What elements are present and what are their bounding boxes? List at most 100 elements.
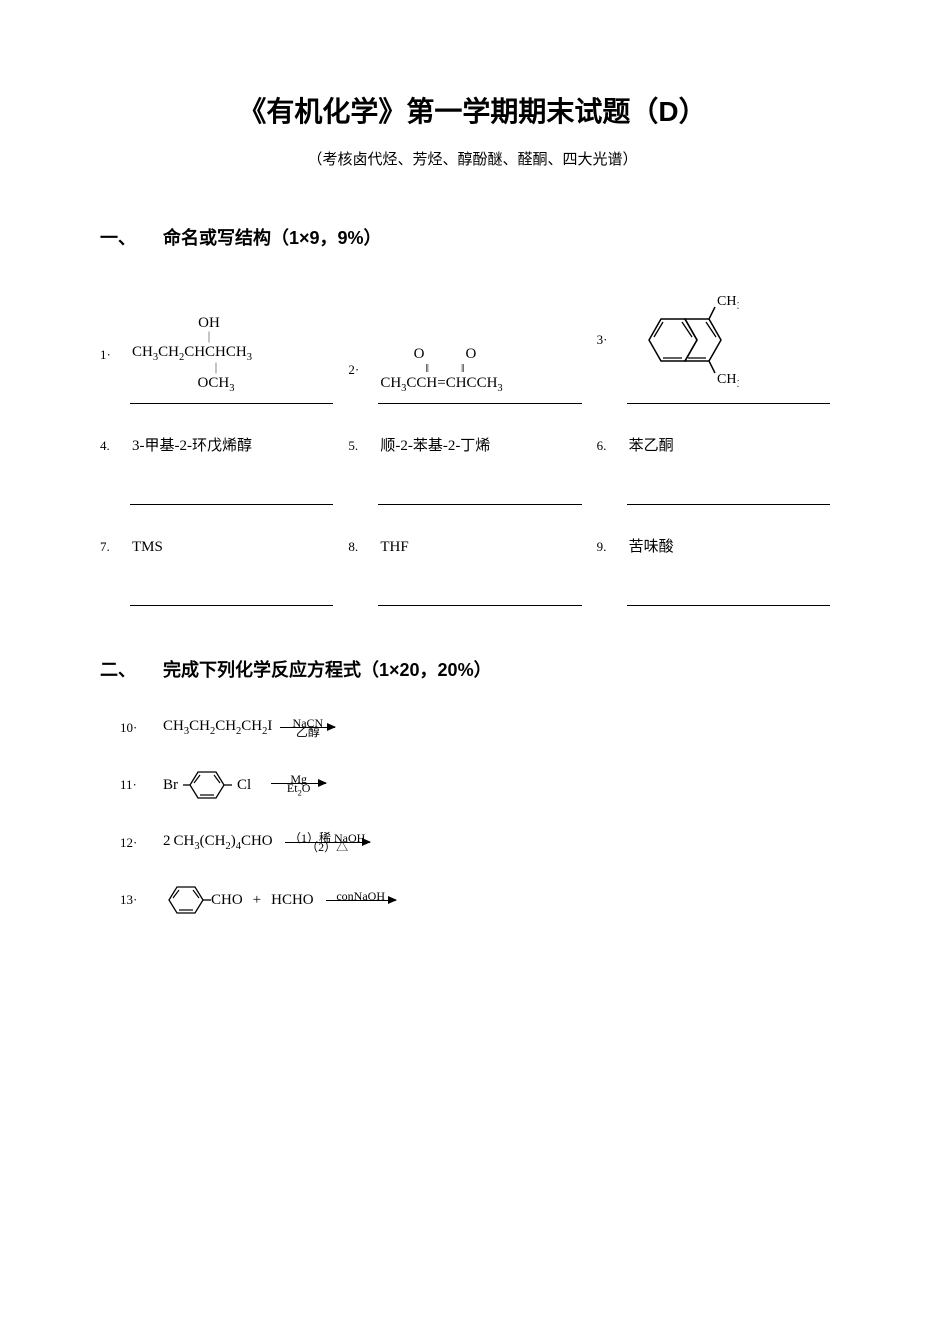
- q1-structure: OH ｜ CH3CH2CHCHCH3 ｜ OCH3: [132, 315, 252, 395]
- q1-cell: 1· OH ｜ CH3CH2CHCHCH3 ｜ OCH3: [100, 315, 348, 395]
- ans-line-3: [627, 403, 830, 404]
- q12-row: 12· 2 CH3(CH2)4CHO （1）稀 NaOH （2）△: [100, 832, 845, 853]
- q11-row: 11· Br Cl Mg Et2O: [100, 766, 845, 804]
- plus-icon: +: [253, 892, 261, 909]
- svg-text:CH: CH: [717, 372, 736, 387]
- ans-line-5: [378, 504, 581, 505]
- q10-row: 10· CH3CH2CH2CH2I NaCN 乙醇: [100, 717, 845, 738]
- q2-tb: ‖ ‖: [426, 362, 464, 375]
- q13-cho: CHO: [211, 892, 243, 909]
- q8-label: THF: [380, 539, 408, 556]
- q10-rb: CH: [189, 718, 210, 734]
- q1-l5a: OCH: [198, 375, 230, 391]
- q11-num: 11·: [120, 777, 148, 793]
- ans-line-1: [130, 403, 333, 404]
- q11-br: Br: [163, 777, 178, 794]
- ans-line-4: [130, 504, 333, 505]
- arrow-icon: [285, 842, 370, 843]
- q9-cell: 9. 苦味酸: [597, 535, 845, 556]
- naphthalene-icon: CH3 CH3: [629, 285, 739, 395]
- answer-row-2: [100, 504, 845, 505]
- q4-num: 4.: [100, 438, 122, 454]
- answer-row-3: [100, 605, 845, 606]
- q12-coef: 2: [163, 833, 171, 849]
- benzene-icon: [163, 881, 211, 919]
- q8-num: 8.: [348, 539, 370, 555]
- svg-text:3: 3: [737, 379, 739, 390]
- q8-cell: 8. THF: [348, 539, 596, 556]
- q12-rd: CHO: [241, 833, 273, 849]
- svg-text:CH: CH: [717, 294, 736, 309]
- answer-row-1: [100, 403, 845, 404]
- q1-l5: OCH3: [198, 375, 235, 395]
- q13-arrow: conNaOH: [326, 890, 396, 911]
- q5-cell: 5. 顺-2-苯基-2-丁烯: [348, 434, 596, 455]
- page-title: 《有机化学》第一学期期末试题（D）: [100, 90, 845, 130]
- q-row-3: 7. TMS 8. THF 9. 苦味酸: [100, 535, 845, 575]
- ans-line-8: [378, 605, 581, 606]
- q13-body: CHO + HCHO conNaOH: [163, 881, 404, 919]
- q1-num: 1·: [100, 347, 122, 363]
- q12-body: 2 CH3(CH2)4CHO （1）稀 NaOH （2）△: [163, 832, 378, 853]
- q2-t: O O: [414, 346, 476, 363]
- benzene-icon: [180, 766, 235, 804]
- q1-l1: OH: [198, 315, 220, 332]
- q13-row: 13· CHO + HCHO conNaOH: [100, 881, 845, 919]
- arrow-icon: [271, 783, 326, 784]
- q13-hcho: HCHO: [271, 892, 314, 909]
- q12-ra: CH: [174, 833, 195, 849]
- q10-re: I: [267, 718, 272, 734]
- q12-rb: (CH: [200, 833, 226, 849]
- q1-l3c: CHCHCH: [184, 344, 247, 360]
- q2-s2: 3: [497, 383, 502, 394]
- q5-num: 5.: [348, 438, 370, 454]
- ans-line-7: [130, 605, 333, 606]
- q10-ra: CH: [163, 718, 184, 734]
- q13-num: 13·: [120, 892, 148, 908]
- q6-num: 6.: [597, 438, 619, 454]
- q1-l3b: CH: [158, 344, 179, 360]
- q1-l4: ｜: [210, 363, 221, 375]
- q9-label: 苦味酸: [629, 535, 674, 556]
- q2-structure: O O ‖ ‖ CH3CCH=CHCCH3: [380, 346, 502, 395]
- q2-ma: CH: [380, 375, 401, 391]
- q10-rd: CH: [241, 718, 262, 734]
- q3-cell: 3· CH3 CH3: [597, 285, 845, 395]
- q11-cl: Cl: [237, 777, 251, 794]
- q11-ab: Et2O: [287, 782, 311, 798]
- q9-num: 9.: [597, 539, 619, 555]
- q-row-2: 4. 3-甲基-2-环戊烯醇 5. 顺-2-苯基-2-丁烯 6. 苯乙酮: [100, 434, 845, 474]
- q10-body: CH3CH2CH2CH2I NaCN 乙醇: [163, 717, 343, 738]
- q11-arrow: Mg Et2O: [271, 773, 326, 798]
- q1-s3: 3: [247, 352, 252, 363]
- q12-reactant: 2 CH3(CH2)4CHO: [163, 833, 273, 852]
- q1-l2: ｜: [203, 332, 214, 344]
- q3-structure: CH3 CH3: [629, 285, 739, 395]
- q2-cell: 2· O O ‖ ‖ CH3CCH=CHCCH3: [348, 346, 596, 395]
- q4-cell: 4. 3-甲基-2-环戊烯醇: [100, 434, 348, 455]
- ans-line-2: [378, 403, 581, 404]
- q5-label: 顺-2-苯基-2-丁烯: [380, 434, 490, 455]
- arrow-icon: [280, 727, 335, 728]
- svg-text:3: 3: [737, 301, 739, 312]
- q12-num: 12·: [120, 835, 148, 851]
- section1-heading: 一、 命名或写结构（1×9，9%）: [100, 224, 845, 250]
- q2-num: 2·: [348, 362, 370, 378]
- q10-num: 10·: [120, 720, 148, 736]
- q7-cell: 7. TMS: [100, 539, 348, 556]
- q3-num: 3·: [597, 332, 619, 348]
- q10-arrow: NaCN 乙醇: [280, 717, 335, 738]
- page-subtitle: （考核卤代烃、芳烃、醇酚醚、醛酮、四大光谱）: [100, 148, 845, 169]
- q11-body: Br Cl Mg Et2O: [163, 766, 334, 804]
- q1-l3a: CH: [132, 344, 153, 360]
- q6-label: 苯乙酮: [629, 434, 674, 455]
- q2-m: CH3CCH=CHCCH3: [380, 375, 502, 395]
- q2-mb: CCH=CHCCH: [406, 375, 497, 391]
- q1-l3: CH3CH2CHCHCH3: [132, 344, 252, 364]
- q4-label: 3-甲基-2-环戊烯醇: [132, 434, 252, 455]
- q7-label: TMS: [132, 539, 163, 556]
- ans-line-6: [627, 504, 830, 505]
- q10-rc: CH: [215, 718, 236, 734]
- q6-cell: 6. 苯乙酮: [597, 434, 845, 455]
- arrow-icon: [326, 900, 396, 901]
